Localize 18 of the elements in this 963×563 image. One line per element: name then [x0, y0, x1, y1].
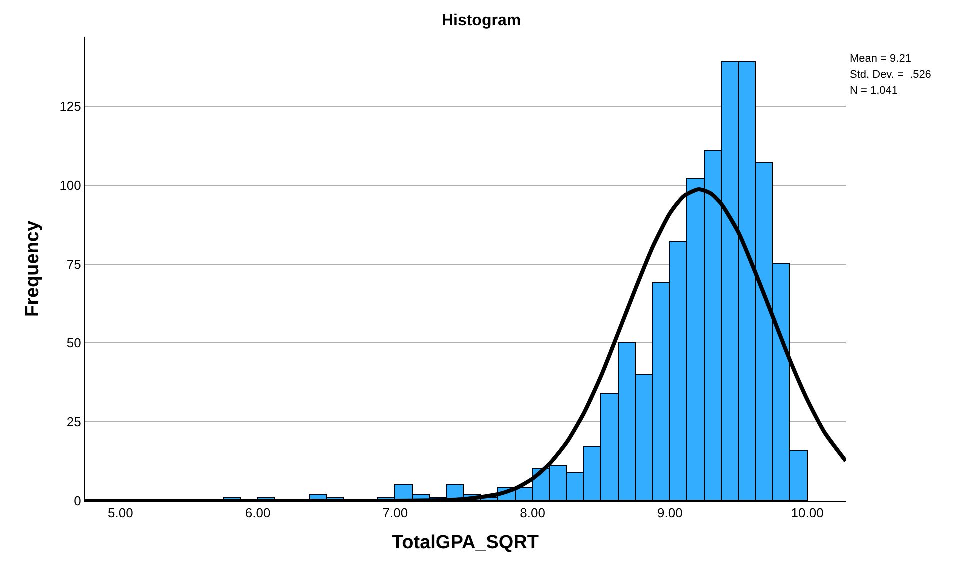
y-axis-title: Frequency: [22, 220, 44, 318]
x-tick-label: 8.00: [520, 506, 546, 521]
x-tick-label: 5.00: [108, 506, 134, 521]
y-tick-label: 25: [66, 414, 82, 430]
x-tick-label: 6.00: [245, 506, 271, 521]
text: Mean = 9.21: [850, 53, 912, 65]
x-axis-title: TotalGPA_SQRT: [392, 532, 540, 554]
y-tick-label: 75: [66, 256, 82, 272]
y-tick-label: 50: [66, 336, 82, 351]
y-tick-label: 125: [60, 98, 82, 114]
y-tick-label: 0: [74, 494, 82, 509]
x-tick-label: 9.00: [658, 506, 683, 521]
text: Std. Dev. = .526: [850, 69, 932, 81]
x-tick-label: 7.00: [382, 506, 408, 521]
text: N = 1,041: [850, 85, 898, 97]
y-tick-label: 100: [60, 178, 82, 193]
chart-title: Histogram: [442, 12, 522, 30]
x-tick-label: 10.00: [791, 506, 824, 521]
